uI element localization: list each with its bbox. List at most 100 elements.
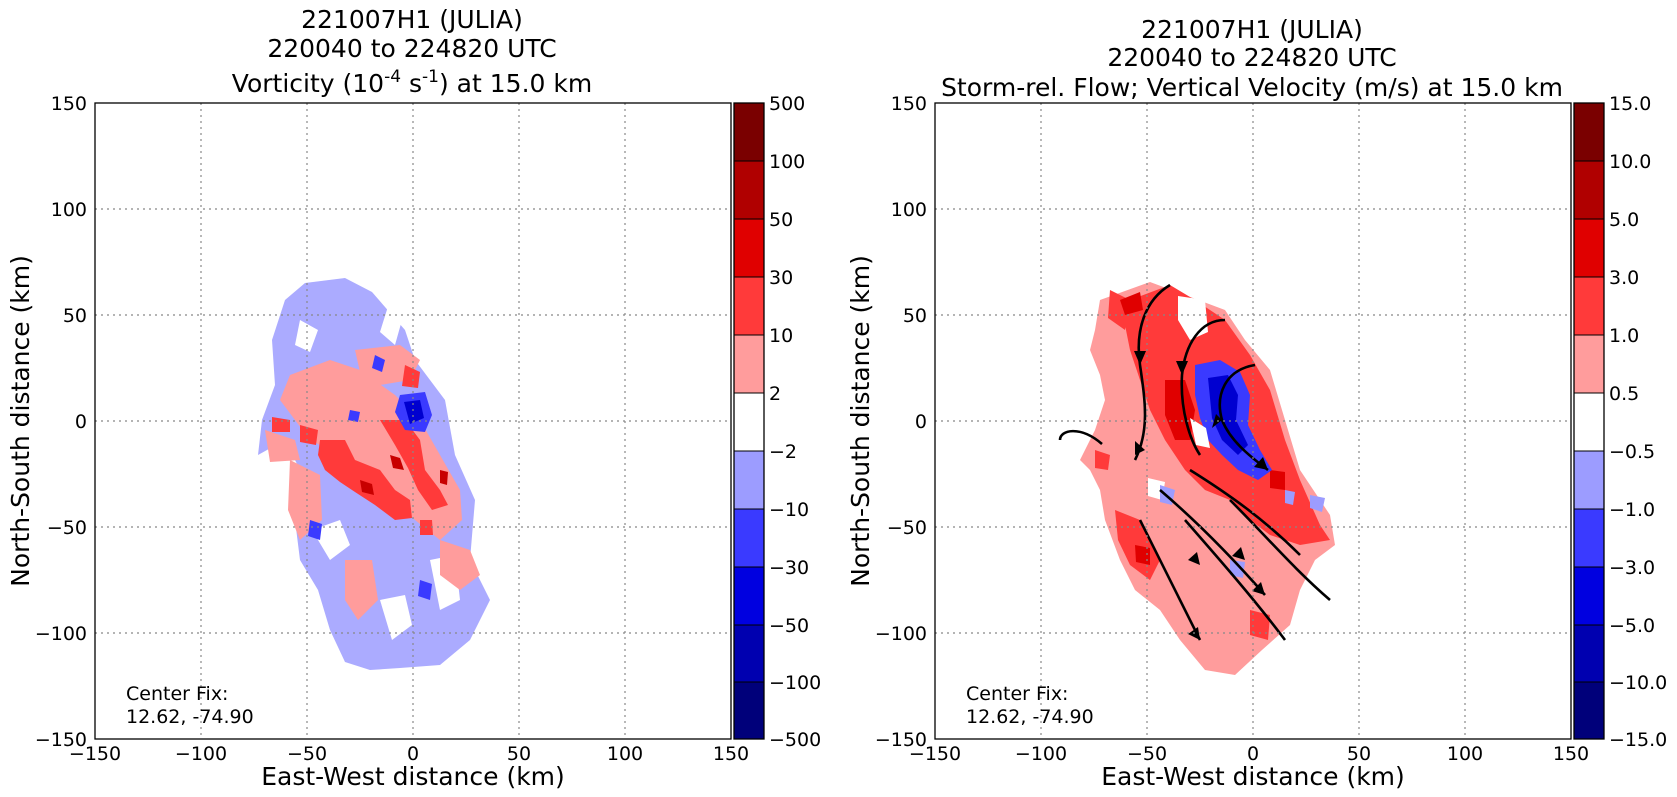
vv-arrow-icon — [1254, 457, 1268, 470]
panel-vv-title-line2: 220040 to 224820 UTC — [1107, 43, 1396, 72]
vv-colorbar-swatch — [1574, 393, 1604, 451]
vorticity-colorbar-label: 30 — [769, 267, 793, 289]
panel-vorticity-title-line1: 221007H1 (JULIA) — [301, 5, 523, 34]
vv-streamline — [1218, 363, 1269, 472]
vorticity-colorbar-swatch — [734, 567, 764, 625]
vv-y-tick: 0 — [915, 411, 927, 433]
vv-colorbar-swatch — [1574, 161, 1604, 219]
vorticity-colorbar-label: −30 — [769, 557, 809, 579]
vv-colorbar-label: −10.0 — [1609, 672, 1667, 694]
vorticity-y-tick: −50 — [47, 517, 87, 539]
vorticity-axes-frame — [94, 102, 732, 740]
vorticity-x-tick: 150 — [713, 743, 749, 765]
vorticity-y-tick: 0 — [75, 411, 87, 433]
vorticity-positive-red — [272, 365, 448, 535]
vv-streamline — [1058, 429, 1103, 445]
vv-colorbar-label: −15.0 — [1609, 729, 1667, 751]
vv-y-tick: 100 — [891, 199, 927, 221]
vv-colorbar-labels: 15.0 10.0 5.0 3.0 1.0 0.5 −0.5 −1.0 −3.0… — [1609, 93, 1667, 751]
vv-streamline — [1138, 519, 1202, 641]
vorticity-colorbar-label: 500 — [769, 93, 805, 115]
vv-x-tick: 150 — [1553, 743, 1589, 765]
vv-colorbar-swatch — [1574, 682, 1604, 739]
vv-white-gap — [1148, 296, 1210, 500]
vv-x-tick: −150 — [909, 743, 961, 765]
vv-colorbar-swatch — [1574, 277, 1604, 335]
vv-x-tick: 100 — [1447, 743, 1483, 765]
vv-colorbar-label: 1.0 — [1609, 325, 1639, 347]
vv-streamline — [1159, 489, 1266, 596]
vv-center-fix-value: 12.62, -74.90 — [966, 706, 1094, 728]
vv-gridlines — [935, 103, 1571, 739]
vv-arrow-icon — [1232, 547, 1245, 560]
vorticity-colorbar-label: 10 — [769, 325, 793, 347]
vv-colorbar-label: 3.0 — [1609, 267, 1639, 289]
vv-y-tick-labels: 150 100 50 0 −50 −100 −150 — [875, 93, 927, 751]
vv-colorbar-label: 15.0 — [1609, 93, 1651, 115]
vorticity-positive-deep — [360, 455, 448, 495]
vv-colorbar-swatch — [1574, 335, 1604, 393]
vv-x-tick: −100 — [1015, 743, 1067, 765]
vorticity-colorbar-swatch — [734, 625, 764, 682]
vorticity-x-tick: 100 — [607, 743, 643, 765]
vv-colorbar-label: −0.5 — [1609, 441, 1655, 463]
vv-colorbar-label: 0.5 — [1609, 383, 1639, 405]
vorticity-gridlines — [95, 103, 731, 739]
vorticity-y-tick: 150 — [51, 93, 87, 115]
vv-colorbar-swatch — [1574, 103, 1604, 161]
vv-colorbar-swatches — [1574, 103, 1604, 739]
vv-colorbar: 15.0 10.0 5.0 3.0 1.0 0.5 −0.5 −1.0 −3.0… — [1573, 93, 1667, 751]
vorticity-colorbar-label: −50 — [769, 615, 809, 637]
vv-y-tick: −100 — [875, 623, 927, 645]
vorticity-x-axis-label: East-West distance (km) — [261, 762, 565, 791]
vorticity-y-tick: −150 — [35, 729, 87, 751]
vv-x-tick: 50 — [1347, 743, 1371, 765]
vv-colorbar-label: −5.0 — [1609, 615, 1655, 637]
vv-colorbar-swatch — [1574, 567, 1604, 625]
vorticity-negative-deep — [404, 400, 424, 424]
vv-colorbar-label: −1.0 — [1609, 499, 1655, 521]
vorticity-y-tick: 50 — [63, 305, 87, 327]
vv-arrow-icon — [1135, 441, 1145, 455]
vv-arrow-icon — [1176, 361, 1188, 375]
vorticity-colorbar-swatch — [734, 335, 764, 393]
vv-arrow-icon — [1188, 552, 1200, 565]
vorticity-colorbar-swatch — [734, 393, 764, 451]
vv-y-tick: 50 — [903, 305, 927, 327]
vv-streamline — [1229, 499, 1331, 601]
vv-plot-area: Center Fix: 12.62, -74.90 — [934, 102, 1572, 740]
vorticity-x-tick: 0 — [407, 743, 419, 765]
vv-streamline — [1184, 519, 1287, 641]
panel-vorticity: 221007H1 (JULIA) 220040 to 224820 UTC Vo… — [6, 5, 821, 791]
vorticity-colorbar-swatches — [734, 103, 764, 739]
vv-arrow-icon — [1252, 582, 1265, 595]
vv-x-tick: 0 — [1247, 743, 1259, 765]
vorticity-y-tick: 100 — [51, 199, 87, 221]
vorticity-colorbar-swatch — [734, 682, 764, 739]
vorticity-colorbar-label: −2 — [769, 441, 797, 463]
vorticity-x-tick: −50 — [287, 743, 327, 765]
vorticity-colorbar-swatch — [734, 509, 764, 567]
vv-colorbar-label: 10.0 — [1609, 151, 1651, 173]
panel-vorticity-title-line2: 220040 to 224820 UTC — [267, 34, 556, 63]
vorticity-field — [258, 278, 490, 670]
vv-y-tick: 150 — [891, 93, 927, 115]
vorticity-colorbar-label: 50 — [769, 209, 793, 231]
vv-x-tick-labels: −150 −100 −50 0 50 100 150 — [909, 743, 1589, 765]
vv-colorbar-swatch — [1574, 625, 1604, 682]
vorticity-positive-pink — [265, 345, 480, 620]
vv-colorbar-swatch — [1574, 509, 1604, 567]
vorticity-white-gaps — [295, 300, 460, 640]
vorticity-colorbar: 500 100 50 30 10 2 −2 −10 −30 −50 −100 −… — [733, 93, 821, 751]
vv-colorbar-swatch — [1574, 219, 1604, 277]
vorticity-colorbar-label: 2 — [769, 383, 781, 405]
vorticity-colorbar-swatch — [734, 161, 764, 219]
vorticity-colorbar-label: 100 — [769, 151, 805, 173]
vorticity-colorbar-swatch — [734, 451, 764, 509]
panel-vv-title-line1: 221007H1 (JULIA) — [1141, 15, 1363, 44]
vorticity-negative-blue — [308, 355, 432, 600]
vorticity-colorbar-swatch — [734, 277, 764, 335]
vorticity-x-tick: −100 — [175, 743, 227, 765]
vv-streamline — [1189, 468, 1301, 556]
